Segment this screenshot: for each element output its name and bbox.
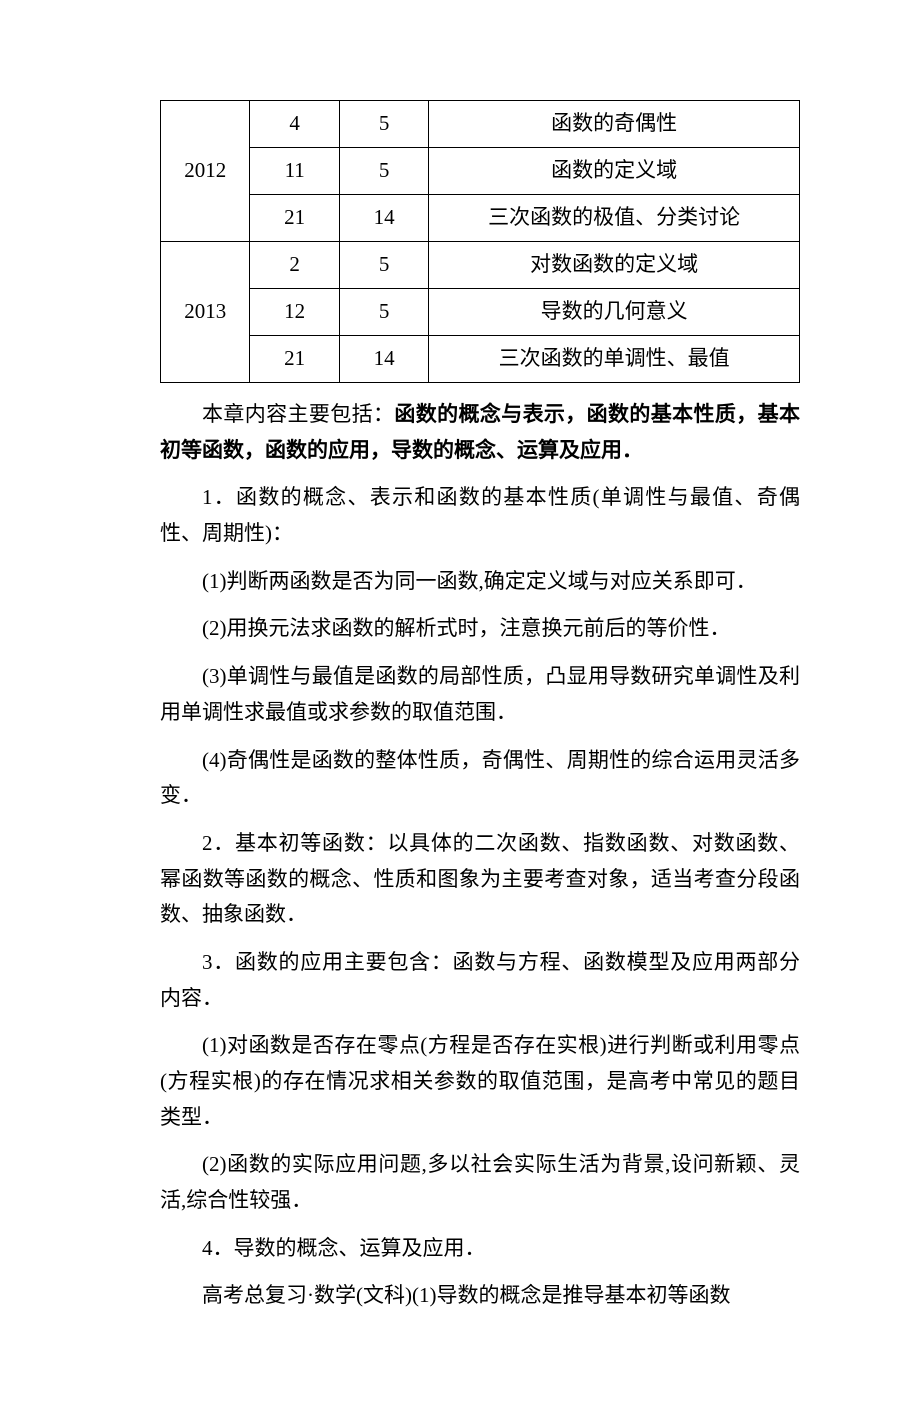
body-paragraph: (2)用换元法求函数的解析式时，注意换元前后的等价性． (160, 611, 800, 647)
num-cell: 21 (250, 336, 339, 383)
topic-cell: 三次函数的极值、分类讨论 (429, 195, 800, 242)
body-paragraph: 高考总复习·数学(文科)(1)导数的概念是推导基本初等函数 (160, 1278, 800, 1314)
topic-cell: 函数的定义域 (429, 148, 800, 195)
score-cell: 5 (339, 148, 428, 195)
body-paragraph: (3)单调性与最值是函数的局部性质，凸显用导数研究单调性及利用单调性求最值或求参… (160, 659, 800, 730)
table-row: 2012 4 5 函数的奇偶性 (161, 101, 800, 148)
table-row: 21 14 三次函数的单调性、最值 (161, 336, 800, 383)
year-cell: 2013 (161, 242, 250, 383)
table-row: 11 5 函数的定义域 (161, 148, 800, 195)
num-cell: 4 (250, 101, 339, 148)
topic-cell: 函数的奇偶性 (429, 101, 800, 148)
topic-cell: 三次函数的单调性、最值 (429, 336, 800, 383)
body-paragraph: 1．函数的概念、表示和函数的基本性质(单调性与最值、奇偶性、周期性)： (160, 480, 800, 551)
body-paragraph: (1)对函数是否存在零点(方程是否存在实根)进行判断或利用零点(方程实根)的存在… (160, 1028, 800, 1135)
topic-cell: 导数的几何意义 (429, 289, 800, 336)
body-paragraph: (2)函数的实际应用问题,多以社会实际生活为背景,设问新颖、灵活,综合性较强． (160, 1147, 800, 1218)
table-body: 2012 4 5 函数的奇偶性 11 5 函数的定义域 21 14 三次函数的极… (161, 101, 800, 383)
score-cell: 14 (339, 195, 428, 242)
document-page: 2012 4 5 函数的奇偶性 11 5 函数的定义域 21 14 三次函数的极… (0, 0, 920, 1406)
num-cell: 21 (250, 195, 339, 242)
score-cell: 14 (339, 336, 428, 383)
intro-paragraph: 本章内容主要包括：函数的概念与表示，函数的基本性质，基本初等函数，函数的应用，导… (160, 397, 800, 468)
score-cell: 5 (339, 289, 428, 336)
table-row: 12 5 导数的几何意义 (161, 289, 800, 336)
score-cell: 5 (339, 101, 428, 148)
table-row: 21 14 三次函数的极值、分类讨论 (161, 195, 800, 242)
body-paragraph: (1)判断两函数是否为同一函数,确定定义域与对应关系即可． (160, 564, 800, 600)
year-cell: 2012 (161, 101, 250, 242)
body-paragraph: 2．基本初等函数：以具体的二次函数、指数函数、对数函数、幂函数等函数的概念、性质… (160, 826, 800, 933)
num-cell: 12 (250, 289, 339, 336)
topic-cell: 对数函数的定义域 (429, 242, 800, 289)
num-cell: 2 (250, 242, 339, 289)
score-cell: 5 (339, 242, 428, 289)
table-row: 2013 2 5 对数函数的定义域 (161, 242, 800, 289)
body-paragraph: 4．导数的概念、运算及应用． (160, 1231, 800, 1267)
exam-topic-table: 2012 4 5 函数的奇偶性 11 5 函数的定义域 21 14 三次函数的极… (160, 100, 800, 383)
body-paragraph: 3．函数的应用主要包含：函数与方程、函数模型及应用两部分内容． (160, 945, 800, 1016)
body-paragraph: (4)奇偶性是函数的整体性质，奇偶性、周期性的综合运用灵活多变． (160, 743, 800, 814)
num-cell: 11 (250, 148, 339, 195)
intro-lead: 本章内容主要包括： (202, 402, 394, 426)
